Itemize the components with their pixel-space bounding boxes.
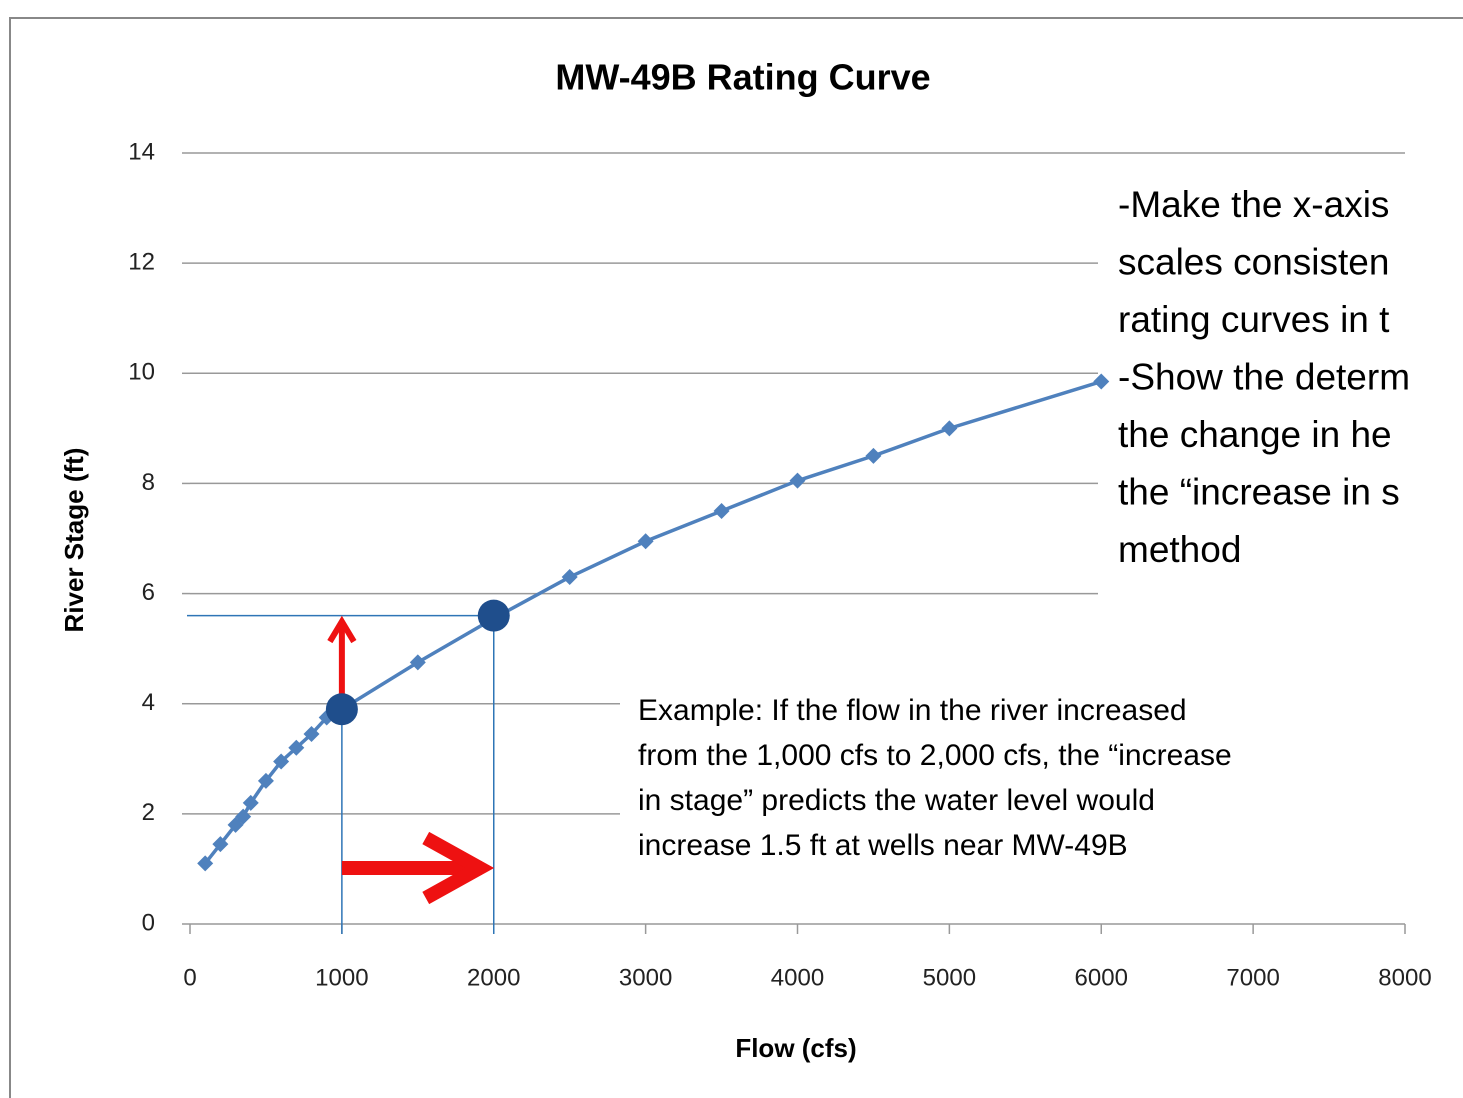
y-tick-label: 10 (128, 359, 155, 386)
x-tick-label: 1000 (315, 964, 368, 991)
x-tick-label: 7000 (1226, 964, 1279, 991)
y-tick-label: 14 (128, 138, 155, 165)
note-line: scales consisten (1118, 241, 1389, 282)
y-tick-label: 8 (142, 469, 155, 496)
example-line: increase 1.5 ft at wells near MW-49B (638, 829, 1128, 862)
y-tick-label: 4 (142, 689, 155, 716)
chart-title: MW-49B Rating Curve (555, 57, 930, 98)
point (561, 569, 578, 586)
note-line: the change in he (1118, 414, 1392, 455)
note-line: rating curves in t (1118, 299, 1390, 340)
frame (9, 17, 1463, 1098)
point (197, 855, 214, 872)
y-tick-label: 0 (142, 909, 155, 936)
y-tick-label: 2 (142, 799, 155, 826)
point (257, 772, 274, 789)
arrow-head (327, 615, 357, 644)
arrow-head (422, 831, 495, 905)
highlight-point (325, 693, 358, 726)
point (288, 739, 305, 756)
point (242, 794, 259, 811)
point (409, 654, 426, 671)
x-tick-label: 5000 (923, 964, 976, 991)
example-line: in stage” predicts the water level would (638, 784, 1155, 817)
x-tick-label: 6000 (1075, 964, 1128, 991)
point (789, 472, 806, 489)
point (713, 502, 730, 519)
point (637, 533, 654, 550)
x-tick-label: 2000 (467, 964, 520, 991)
point (273, 753, 290, 770)
note-line: method (1118, 529, 1241, 570)
point (212, 836, 229, 853)
x-tick-label: 4000 (771, 964, 824, 991)
y-tick-label: 12 (128, 248, 155, 275)
x-axis-label: Flow (cfs) (735, 1033, 856, 1063)
x-tick-label: 8000 (1378, 964, 1431, 991)
note-box (1098, 175, 1463, 605)
note-line: -Show the determ (1118, 356, 1410, 397)
example-line: Example: If the flow in the river increa… (638, 694, 1187, 727)
point (235, 808, 252, 825)
y-tick-label: 6 (142, 579, 155, 606)
example-line: from the 1,000 cfs to 2,000 cfs, the “in… (638, 739, 1232, 772)
point (941, 420, 958, 437)
note-line: -Make the x-axis (1118, 184, 1389, 225)
x-tick-label: 3000 (619, 964, 672, 991)
example-box (620, 680, 1410, 870)
point (1093, 373, 1110, 390)
note-line: the “increase in s (1118, 471, 1400, 512)
point (865, 447, 882, 464)
point (303, 726, 320, 743)
highlight-point (477, 599, 510, 632)
x-tick-label: 0 (183, 964, 196, 991)
y-axis-label: River Stage (ft) (59, 448, 89, 633)
